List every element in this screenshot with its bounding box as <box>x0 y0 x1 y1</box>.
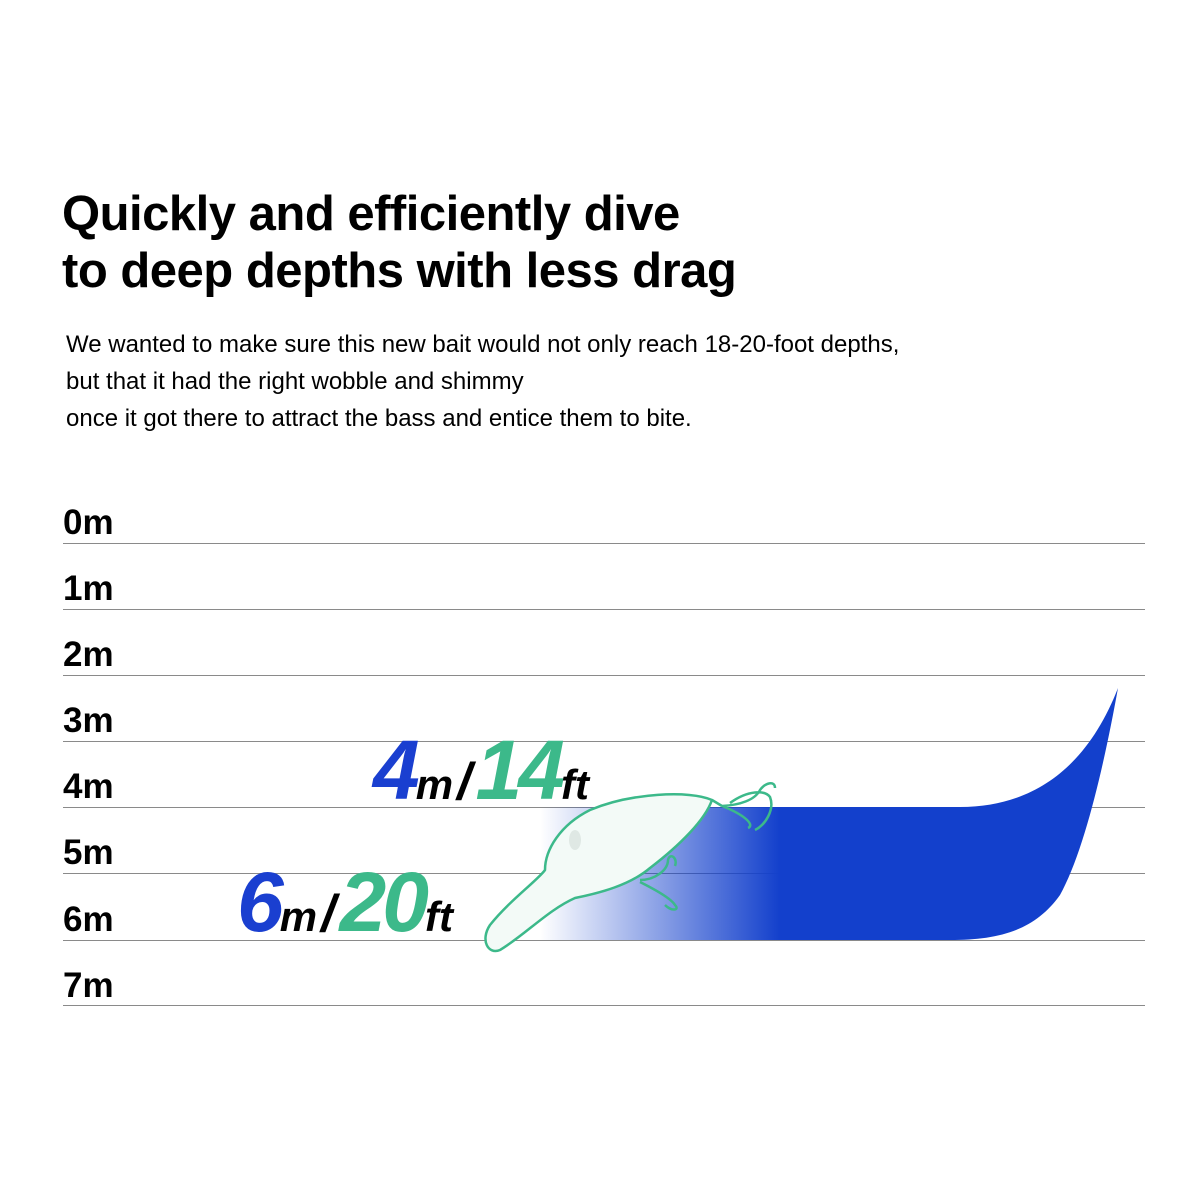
scale-label-5m: 5m <box>63 833 114 872</box>
depth-feet: 14 <box>475 723 565 817</box>
title-line: Quickly and efficiently dive <box>62 187 680 241</box>
scale-line <box>63 675 1145 676</box>
depth-label-6m-20ft: 6m/20ft <box>237 860 453 944</box>
scale-line <box>63 609 1145 610</box>
scale-label-4m: 4m <box>63 767 114 806</box>
scale-label-6m: 6m <box>63 900 114 939</box>
scale-line <box>63 543 1145 544</box>
description-line: once it got there to attract the bass an… <box>66 405 692 432</box>
scale-label-2m: 2m <box>63 635 114 674</box>
scale-line <box>63 741 1145 742</box>
depth-meters: 6 <box>237 855 284 949</box>
description-line: but that it had the right wobble and shi… <box>66 368 524 395</box>
dive-path-shape <box>540 688 1118 940</box>
title-line: to deep depths with less drag <box>62 244 737 298</box>
depth-label-4m-14ft: 4m/14ft <box>373 728 589 812</box>
feet-unit: ft <box>424 893 453 940</box>
crankbait-lure-icon <box>484 782 777 953</box>
description: We wanted to make sure this new bait wou… <box>66 326 899 437</box>
depth-meters: 4 <box>373 723 420 817</box>
scale-label-1m: 1m <box>63 569 114 608</box>
separator: / <box>457 753 472 811</box>
scale-label-3m: 3m <box>63 701 114 740</box>
meters-unit: m <box>415 761 454 808</box>
separator: / <box>321 885 336 943</box>
scale-line <box>63 1005 1145 1006</box>
depth-feet: 20 <box>339 855 429 949</box>
scale-label-0m: 0m <box>63 503 114 542</box>
feet-unit: ft <box>560 761 589 808</box>
page-title: Quickly and efficiently dive to deep dep… <box>62 186 737 300</box>
meters-unit: m <box>279 893 318 940</box>
scale-line <box>63 940 1145 941</box>
description-line: We wanted to make sure this new bait wou… <box>66 331 900 358</box>
scale-label-7m: 7m <box>63 966 114 1005</box>
